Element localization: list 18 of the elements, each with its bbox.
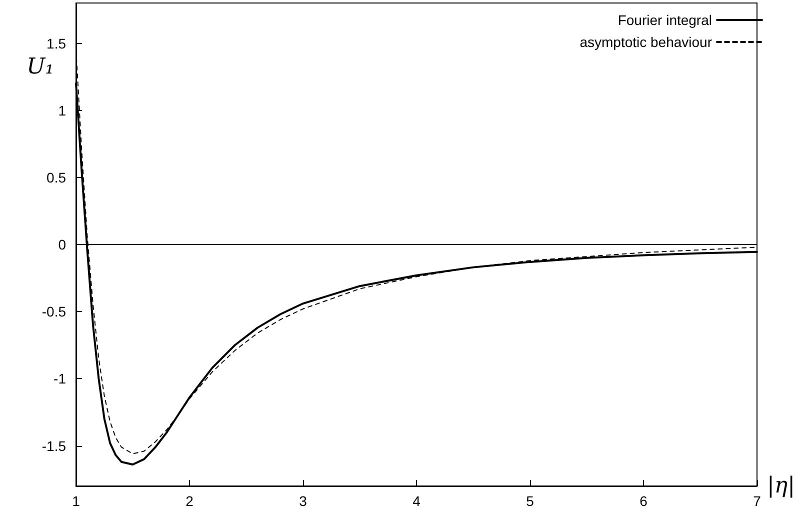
x-tick-label: 1 [72, 493, 80, 509]
x-tick-label: 3 [299, 493, 308, 509]
y-axis-title: U₁ [26, 54, 54, 80]
legend-label: Fourier integral [618, 12, 712, 28]
y-tick-label: -1 [54, 370, 66, 387]
x-tick-label: 4 [412, 493, 421, 509]
x-tick-label: 2 [186, 493, 194, 509]
x-axis-title: |η| [766, 474, 796, 498]
y-tick-label: 0 [58, 236, 66, 252]
y-tick-label: -0.5 [42, 304, 66, 320]
legend-label: asymptotic behaviour [580, 34, 712, 50]
y-tick-label: 1 [58, 102, 66, 118]
x-tick-label: 6 [640, 493, 648, 509]
y-tick-label: 1.5 [46, 35, 66, 52]
x-tick-label: 5 [526, 493, 534, 509]
y-tick-label: -1.5 [42, 438, 66, 454]
y-tick-label: 0.5 [46, 169, 66, 186]
x-tick-label: 7 [753, 493, 762, 509]
